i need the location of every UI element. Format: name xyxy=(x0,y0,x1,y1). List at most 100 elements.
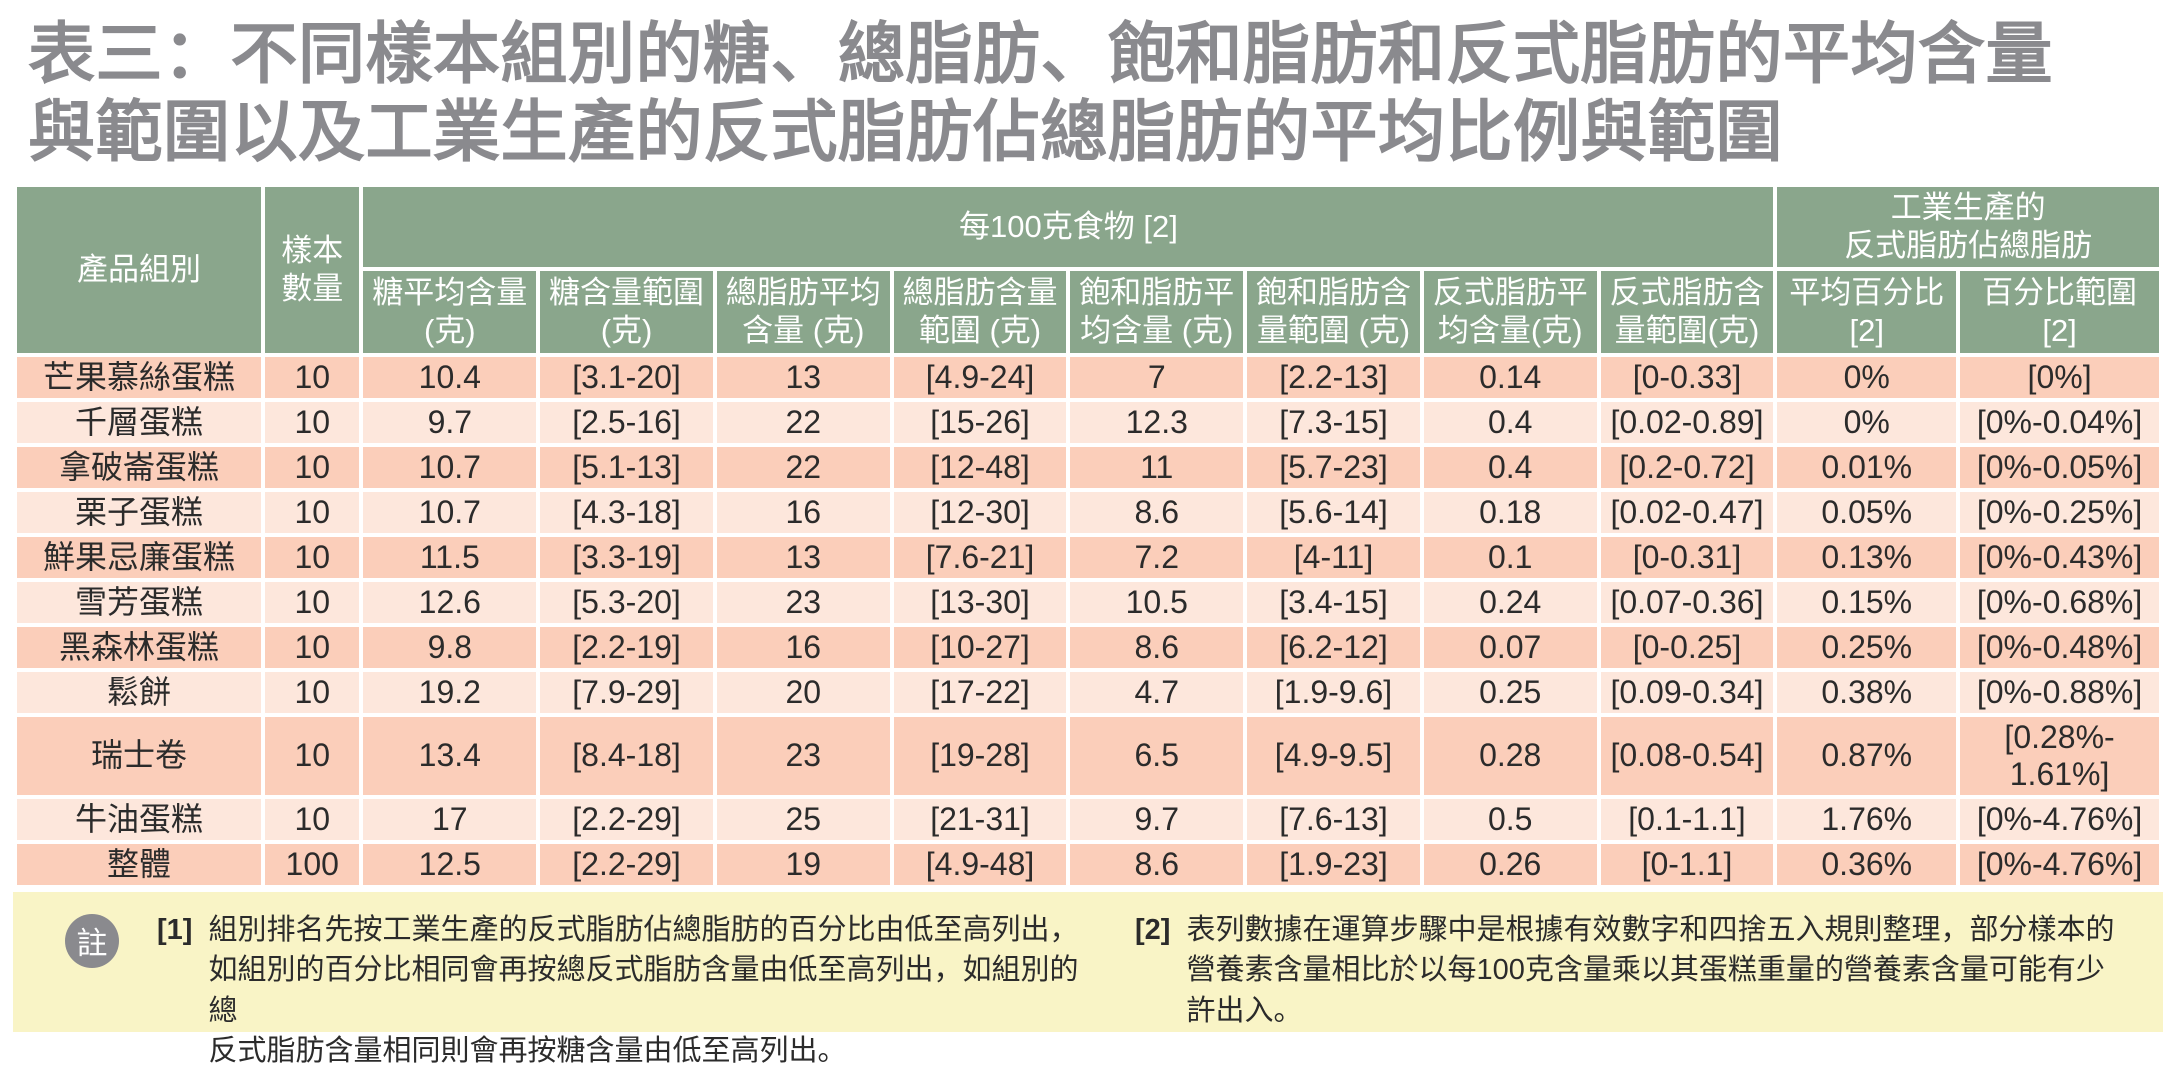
value-cell: [4.3-18] xyxy=(536,488,717,538)
header-product-group: 產品組別 xyxy=(12,183,266,358)
footnote-2: [2] 表列數據在運算步驟中是根據有效數字和四捨五入規則整理，部分樣本的 營養素… xyxy=(1135,910,2125,1032)
product-name-cell: 拿破崙蛋糕 xyxy=(12,443,266,493)
value-cell: [0-0.33] xyxy=(1596,353,1778,403)
value-cell: 0.18 xyxy=(1419,488,1601,538)
value-cell: [0.2-0.72] xyxy=(1596,443,1778,493)
product-name-cell: 牛油蛋糕 xyxy=(12,794,266,844)
header-group-row: 產品組別 樣本 數量 每100克食物 [2] 工業生產的 反式脂肪佔總脂肪 xyxy=(12,183,2163,358)
product-name-cell: 瑞士卷 xyxy=(12,713,266,799)
footnote-2-marker: [2] xyxy=(1135,913,1171,946)
value-cell: 12.6 xyxy=(359,578,541,628)
value-cell: 22 xyxy=(712,398,894,448)
value-cell: 7 xyxy=(1066,353,1248,403)
value-cell: 20 xyxy=(712,668,894,718)
table-row: 鮮果忌廉蛋糕 10 11.5 [3.3-19] 13 [7.6-21] 7.2 [4-11] 0… xyxy=(12,533,2163,583)
table-row: 拿破崙蛋糕 10 10.7 [5.1-13] 22 [12-48] 11 [5.7-23] 0.… xyxy=(12,443,2163,493)
table-row: 牛油蛋糕 10 17 [2.2-29] 25 [21-31] 9.7 [7.6-13] 0.5[… xyxy=(12,794,2163,844)
value-cell: [6.2-12] xyxy=(1243,623,1424,673)
value-cell: 0.87% xyxy=(1773,713,1961,799)
nutrition-table: 產品組別 樣本 數量 每100克食物 [2] 工業生產的 反式脂肪佔總脂肪 糖平… xyxy=(12,183,2163,889)
header-sub-row: 糖平均含量 (克) 糖含量範圍 (克) 總脂肪平均 含量 (克) 總脂肪含量 範… xyxy=(15,267,2163,358)
value-cell: 16 xyxy=(712,488,894,538)
header-avg-percentage: 平均百分比 [2] xyxy=(1773,267,1961,358)
value-cell: 10 xyxy=(261,353,364,403)
value-cell: [0-1.1] xyxy=(1596,839,1778,889)
value-cell: 10.5 xyxy=(1066,578,1248,628)
value-cell: [2.2-13] xyxy=(1243,353,1424,403)
value-cell: 22 xyxy=(712,443,894,493)
value-cell: [0%-0.48%] xyxy=(1956,623,2163,673)
value-cell: [7.3-15] xyxy=(1243,398,1424,448)
value-cell: 11.5 xyxy=(359,533,541,583)
value-cell: 10 xyxy=(261,578,364,628)
table-row: 鬆餅 10 19.2 [7.9-29] 20 [17-22] 4.7 [1.9-9.6] 0.2… xyxy=(12,668,2163,718)
value-cell: [5.1-13] xyxy=(536,443,717,493)
header-total-fat-range: 總脂肪含量 範圍 (克) xyxy=(889,267,1071,358)
table-row: 栗子蛋糕 10 10.7 [4.3-18] 16 [12-30] 8.6 [5.6-14] 0.… xyxy=(12,488,2163,538)
value-cell: [7.9-29] xyxy=(536,668,717,718)
value-cell: [0%-4.76%] xyxy=(1956,839,2163,889)
value-cell: 10 xyxy=(261,398,364,448)
value-cell: [4.9-48] xyxy=(889,839,1071,889)
value-cell: 10 xyxy=(261,443,364,493)
product-name-cell: 栗子蛋糕 xyxy=(12,488,266,538)
value-cell: [17-22] xyxy=(889,668,1071,718)
value-cell: 0.25 xyxy=(1419,668,1601,718)
value-cell: 0.36% xyxy=(1773,839,1961,889)
value-cell: [2.2-29] xyxy=(536,794,717,844)
value-cell: 19.2 xyxy=(359,668,541,718)
table-body: 芒果慕絲蛋糕 10 10.4 [3.1-20] 13 [4.9-24] 7 [2.2-13] 0… xyxy=(12,353,2163,889)
value-cell: 9.8 xyxy=(359,623,541,673)
value-cell: 0.07 xyxy=(1419,623,1601,673)
note-badge: 註 xyxy=(65,913,119,968)
value-cell: [5.3-20] xyxy=(536,578,717,628)
value-cell: 10 xyxy=(261,623,364,673)
header-trans-fat-avg: 反式脂肪平 均含量(克) xyxy=(1419,267,1601,358)
value-cell: 0.5 xyxy=(1419,794,1601,844)
value-cell: 10 xyxy=(261,668,364,718)
value-cell: [0.08-0.54] xyxy=(1596,713,1778,799)
table-row: 雪芳蛋糕 10 12.6 [5.3-20] 23 [13-30] 10.5 [3.4-15] 0… xyxy=(12,578,2163,628)
value-cell: 0.26 xyxy=(1419,839,1601,889)
value-cell: 100 xyxy=(261,839,364,889)
value-cell: 0.4 xyxy=(1419,398,1601,448)
header-sat-fat-range: 飽和脂肪含 量範圍 (克) xyxy=(1243,267,1424,358)
value-cell: 0.01% xyxy=(1773,443,1961,493)
value-cell: 0.25% xyxy=(1773,623,1961,673)
value-cell: [5.7-23] xyxy=(1243,443,1424,493)
value-cell: 0% xyxy=(1773,398,1961,448)
footnote-1-text: 組別排名先按工業生產的反式脂肪佔總脂肪的百分比由低至高列出， 如組別的百分比相同… xyxy=(208,913,1079,1065)
value-cell: 13 xyxy=(712,353,894,403)
page-title: 表三：不同樣本組別的糖、總脂肪、飽和脂肪和反式脂肪的平均含量 與範圍以及工業生產… xyxy=(28,17,2053,170)
value-cell: [4-11] xyxy=(1243,533,1424,583)
product-name-cell: 千層蛋糕 xyxy=(12,398,266,448)
value-cell: [0-0.25] xyxy=(1596,623,1778,673)
header-per-100g-group: 每100克食物 [2] xyxy=(359,183,1778,272)
value-cell: [3.4-15] xyxy=(1243,578,1424,628)
footnote-1-marker: [1] xyxy=(157,913,193,946)
value-cell: [0%-0.04%] xyxy=(1956,398,2163,448)
value-cell: [0%-0.88%] xyxy=(1956,668,2163,718)
value-cell: [5.6-14] xyxy=(1243,488,1424,538)
product-name-cell: 雪芳蛋糕 xyxy=(12,578,266,628)
table-row: 黑森林蛋糕 10 9.8 [2.2-19] 16 [10-27] 8.6 [6.2-12] 0.… xyxy=(12,623,2163,673)
value-cell: 1.76% xyxy=(1773,794,1961,844)
value-cell: [1.9-23] xyxy=(1243,839,1424,889)
value-cell: [8.4-18] xyxy=(536,713,717,799)
value-cell: 10 xyxy=(261,488,364,538)
value-cell: 0.13% xyxy=(1773,533,1961,583)
value-cell: 10 xyxy=(261,794,364,844)
footnotes-panel: 註 [1] 組別排名先按工業生產的反式脂肪佔總脂肪的百分比由低至高列出， 如組別… xyxy=(13,891,2163,1065)
value-cell: 12.5 xyxy=(359,839,541,889)
value-cell: 0.4 xyxy=(1419,443,1601,493)
value-cell: 0.15% xyxy=(1773,578,1961,628)
value-cell: [4.9-9.5] xyxy=(1243,713,1424,799)
value-cell: 13.4 xyxy=(359,713,541,799)
value-cell: [0.02-0.89] xyxy=(1596,398,1778,448)
value-cell: [0.09-0.34] xyxy=(1596,668,1778,718)
footnote-1: [1] 組別排名先按工業生產的反式脂肪佔總脂肪的百分比由低至高列出， 如組別的百… xyxy=(157,910,1087,1065)
table-row: 芒果慕絲蛋糕 10 10.4 [3.1-20] 13 [4.9-24] 7 [2.2-13] 0… xyxy=(12,353,2163,403)
value-cell: 9.7 xyxy=(1066,794,1248,844)
value-cell: 8.6 xyxy=(1066,488,1248,538)
